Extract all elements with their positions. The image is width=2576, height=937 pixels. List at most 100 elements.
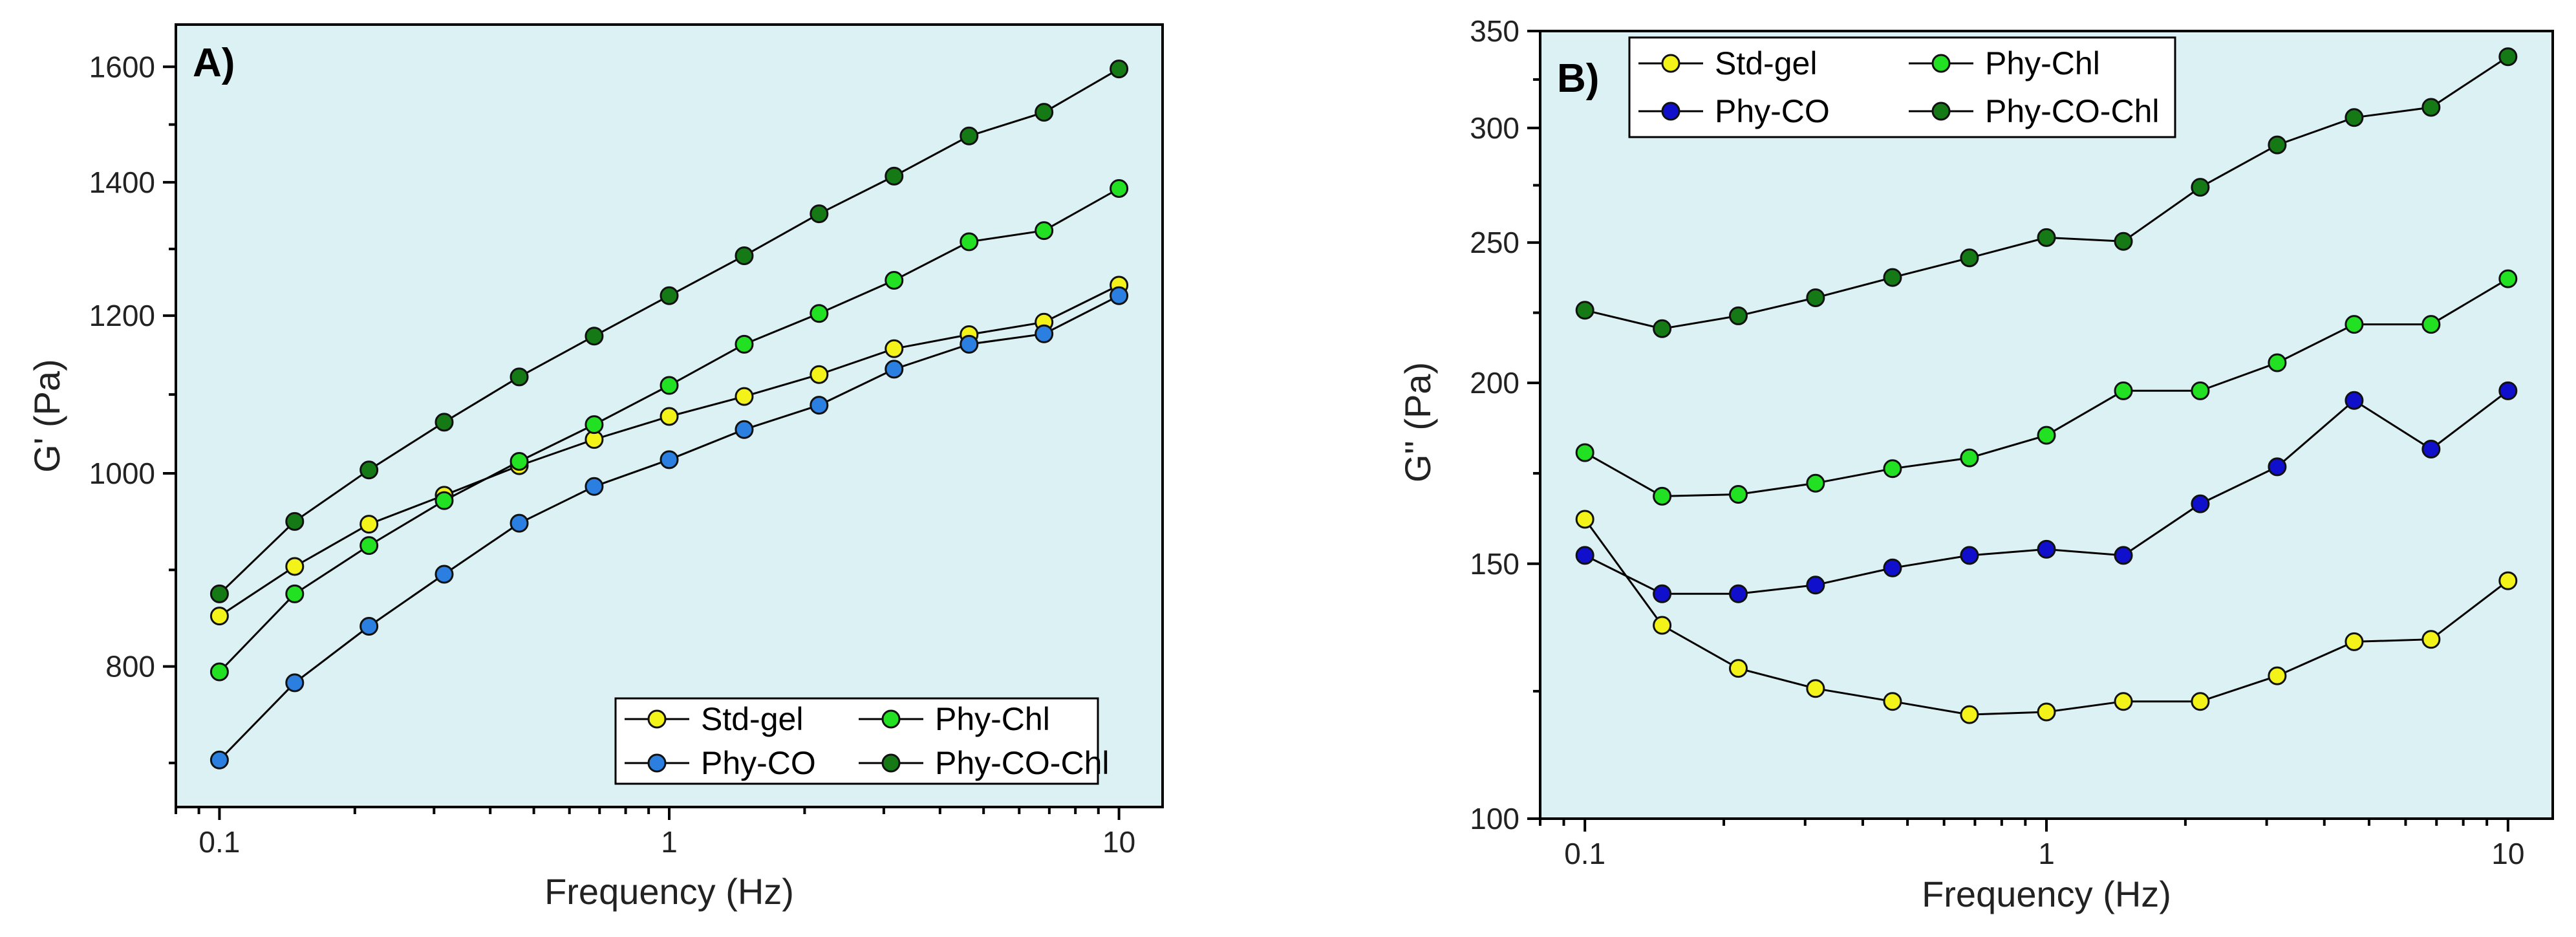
data-point-phy-co-chl — [1035, 103, 1054, 122]
data-point-phy-co — [735, 420, 754, 439]
data-point-phy-co-chl — [360, 460, 379, 480]
legend-a: Std-gel Phy-Chl Phy-CO Phy-CO-Chl — [614, 697, 1109, 785]
data-point-std-gel — [735, 387, 754, 406]
panel-label-b: B) — [1557, 56, 1599, 101]
data-point-phy-chl — [735, 334, 754, 354]
y-tick-label: 1000 — [89, 457, 155, 490]
legend-marker-std-gel — [1661, 54, 1680, 73]
data-point-std-gel — [810, 365, 829, 384]
data-point-phy-chl — [2345, 315, 2364, 334]
data-point-phy-co-chl — [810, 204, 829, 224]
y-tick-label: 350 — [1470, 14, 1519, 48]
data-point-phy-chl — [1806, 473, 1825, 493]
data-point-phy-chl — [1728, 485, 1748, 504]
data-point-phy-co-chl — [2037, 228, 2056, 247]
data-point-phy-co-chl — [735, 246, 754, 266]
data-point-phy-co-chl — [660, 286, 679, 305]
data-point-phy-co-chl — [2191, 178, 2210, 197]
data-point-std-gel — [1728, 659, 1748, 678]
data-point-phy-co — [2268, 457, 2287, 477]
data-point-phy-co-chl — [510, 367, 529, 387]
data-point-std-gel — [285, 557, 305, 576]
data-point-phy-chl — [435, 491, 454, 510]
data-point-phy-co-chl — [960, 126, 979, 145]
legend-marker-phy-co — [647, 753, 667, 773]
data-point-phy-chl — [960, 232, 979, 252]
legend-label: Phy-CO-Chl — [1985, 93, 2159, 129]
chart-panel-b: 0.1 1 10 100 150 200 250 300 350 B) Frequency (H… — [1397, 14, 2554, 914]
data-point-std-gel — [2421, 630, 2441, 649]
data-point-phy-co — [2421, 440, 2441, 459]
data-point-phy-co — [810, 396, 829, 415]
data-point-phy-chl — [2037, 425, 2056, 445]
x-tick-label: 10 — [1102, 825, 1135, 859]
data-point-phy-co-chl — [1653, 319, 1672, 338]
data-point-phy-chl — [209, 662, 229, 682]
data-point-phy-chl — [1960, 448, 1979, 468]
data-point-phy-co — [209, 750, 229, 770]
data-point-phy-co — [2191, 494, 2210, 513]
data-point-phy-chl — [285, 584, 305, 603]
data-point-phy-co — [1110, 286, 1129, 305]
data-point-phy-co — [2037, 539, 2056, 559]
data-point-phy-chl — [510, 451, 529, 471]
x-axis-title-a: Frequency (Hz) — [544, 871, 794, 912]
x-axis-title-b: Frequency (Hz) — [1922, 874, 2171, 914]
y-tick-label: 800 — [105, 650, 155, 684]
legend-b: Std-gel Phy-Chl Phy-CO Phy-CO-Chl — [1628, 36, 2176, 138]
data-point-phy-co-chl — [1110, 59, 1129, 79]
data-point-phy-co-chl — [1728, 306, 1748, 325]
data-point-phy-chl — [810, 304, 829, 323]
data-point-phy-co-chl — [2268, 135, 2287, 155]
data-point-phy-chl — [360, 536, 379, 555]
data-point-std-gel — [2191, 692, 2210, 711]
data-point-std-gel — [2498, 571, 2518, 590]
data-point-phy-co-chl — [285, 512, 305, 531]
data-point-phy-co-chl — [2114, 232, 2133, 251]
y-tick-label: 1600 — [89, 50, 155, 83]
x-tick-label: 10 — [2491, 837, 2524, 870]
data-point-phy-co — [2114, 546, 2133, 565]
legend-marker-phy-chl — [881, 709, 901, 729]
legend-label: Phy-CO — [701, 745, 816, 781]
data-point-phy-co — [510, 513, 529, 533]
data-point-std-gel — [1653, 616, 1672, 635]
data-point-phy-co — [1035, 324, 1054, 343]
panel-label-a: A) — [193, 41, 235, 85]
y-tick-label: 250 — [1470, 226, 1519, 259]
data-point-phy-co — [1653, 584, 1672, 603]
y-tick-label: 1200 — [89, 299, 155, 332]
y-axis-title-b: G'' (Pa) — [1397, 362, 1438, 482]
data-point-std-gel — [1575, 510, 1594, 529]
x-tick-label: 0.1 — [1564, 837, 1605, 870]
y-axis-title-a: G' (Pa) — [27, 359, 67, 473]
y-tick-label: 150 — [1470, 547, 1519, 581]
data-point-phy-co — [435, 565, 454, 584]
legend-label: Phy-Chl — [935, 701, 1050, 737]
chart-panel-a: 0.1 1 10 800 1000 1200 1400 1600 A) Frequency (… — [27, 23, 1164, 912]
data-point-phy-co — [885, 360, 904, 379]
plot-area-b — [1540, 31, 2553, 819]
legend-label: Std-gel — [701, 701, 803, 737]
data-point-phy-co — [1575, 546, 1594, 565]
x-tick-label: 1 — [661, 825, 678, 859]
data-point-phy-co-chl — [2498, 47, 2518, 67]
legend-label: Phy-CO — [1715, 93, 1830, 129]
legend-label: Phy-CO-Chl — [935, 745, 1109, 781]
data-point-std-gel — [209, 607, 229, 626]
data-point-std-gel — [1806, 679, 1825, 698]
data-point-std-gel — [2345, 632, 2364, 651]
data-point-std-gel — [360, 515, 379, 534]
data-point-phy-co-chl — [1806, 288, 1825, 307]
data-point-phy-co-chl — [1575, 301, 1594, 320]
data-point-phy-chl — [1575, 443, 1594, 462]
data-point-std-gel — [885, 339, 904, 358]
data-point-phy-co-chl — [209, 584, 229, 603]
legend-label: Std-gel — [1715, 45, 1817, 81]
data-point-phy-chl — [1883, 459, 1902, 479]
data-point-phy-co-chl — [2345, 108, 2364, 127]
data-point-phy-co-chl — [585, 327, 604, 346]
data-point-phy-chl — [2114, 381, 2133, 400]
data-point-std-gel — [2268, 666, 2287, 685]
